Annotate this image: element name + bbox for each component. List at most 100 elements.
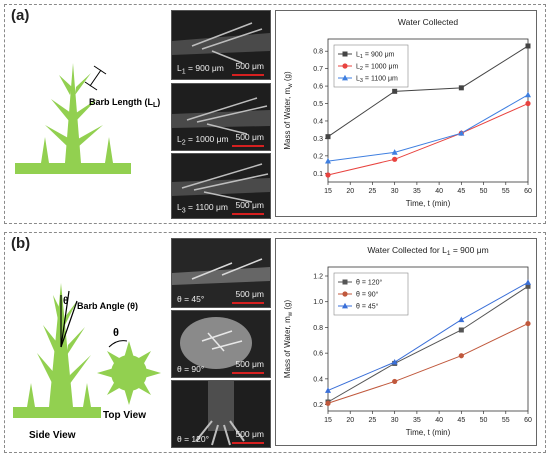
barb-angle-diagram: θ Barb Angle (θ) θ Side View Top View — [13, 283, 161, 441]
barb — [67, 327, 85, 355]
plant-stem — [65, 63, 81, 163]
y-tick-label: 0.2 — [313, 153, 323, 160]
theta-symbol: θ — [63, 296, 68, 307]
chart-title: Water Collected — [398, 17, 458, 27]
image-label: θ = 90° — [177, 364, 205, 374]
x-tick-label: 25 — [369, 188, 377, 195]
legend-marker — [342, 279, 348, 285]
panel-label: (b) — [11, 235, 31, 252]
legend-marker — [342, 74, 348, 81]
x-tick-label: 55 — [502, 417, 510, 424]
data-point — [525, 279, 531, 285]
plant-base — [15, 163, 131, 174]
data-point — [525, 43, 531, 49]
scale-bar — [232, 145, 264, 147]
y-tick-label: 0.1 — [313, 171, 323, 178]
x-axis-label: Time, t (min) — [406, 428, 451, 437]
image-label: θ = 120° — [177, 434, 209, 444]
series-line — [327, 281, 529, 391]
scale-bar-label: 500 μm — [235, 429, 264, 439]
image-label: θ = 45° — [177, 294, 205, 304]
barb — [59, 75, 72, 95]
sem-image-120: θ = 120° 500 μm — [171, 380, 271, 448]
barb — [45, 125, 70, 147]
y-axis-label: Mass of Water, mw (g) — [283, 300, 294, 379]
dimension-line — [84, 81, 98, 91]
plant-base — [13, 407, 101, 418]
series-line — [327, 103, 529, 176]
scale-bar-label: 500 μm — [235, 289, 264, 299]
data-point — [458, 129, 465, 136]
side-shoot — [41, 137, 49, 163]
barb — [75, 73, 91, 95]
x-tick-label: 40 — [435, 188, 443, 195]
x-tick-label: 15 — [324, 417, 332, 424]
x-tick-label: 40 — [435, 417, 443, 424]
sem-image-l1: L1 = 900 μm 500 μm — [171, 10, 271, 80]
data-point — [325, 134, 331, 140]
x-tick-label: 30 — [391, 188, 399, 195]
chart-water-collected-l1: Water Collected for L1 = 900 μm 15 20 25 30 3… — [283, 245, 532, 437]
y-tick-label: 1.2 — [313, 274, 323, 281]
sem-image-l3: L3 = 1100 μm 500 μm — [171, 153, 271, 219]
series-line — [327, 285, 529, 403]
y-tick-label: 1.0 — [313, 299, 323, 306]
legend-label: θ = 45° — [356, 303, 379, 311]
dimension-line — [89, 69, 102, 87]
side-shoot — [27, 383, 35, 407]
y-tick-label: 0.8 — [313, 49, 323, 56]
x-tick-label: 35 — [413, 188, 421, 195]
chart-water-collected: Water Collected 15 20 25 30 35 40 45 50 55 60 0.1 0.… — [283, 17, 532, 208]
data-point — [391, 358, 398, 365]
barb — [43, 325, 59, 355]
data-point — [325, 400, 331, 406]
legend-marker — [342, 63, 348, 69]
angle-arc — [108, 340, 128, 348]
sem-image-45: θ = 45° 500 μm — [171, 238, 271, 308]
side-view-label: Side View — [29, 430, 76, 441]
data-point — [392, 378, 398, 385]
legend-label: L1 = 900 μm — [356, 52, 395, 61]
y-tick-label: 0.4 — [313, 376, 323, 383]
x-tick-label: 25 — [369, 417, 377, 424]
x-tick-label: 60 — [524, 417, 532, 424]
series-line — [327, 323, 529, 404]
sem-image-90: θ = 90° 500 μm — [171, 310, 271, 378]
data-point — [525, 91, 531, 98]
x-tick-label: 15 — [324, 188, 332, 195]
theta-symbol: θ — [113, 327, 119, 339]
barb-angle-label: Barb Angle (θ) — [77, 301, 138, 311]
angle-line — [60, 290, 70, 348]
side-shoot — [105, 137, 113, 163]
x-tick-label: 20 — [346, 188, 354, 195]
y-tick-label: 0.6 — [313, 84, 323, 91]
barb — [64, 301, 77, 327]
scale-bar — [232, 302, 264, 304]
data-point — [525, 320, 531, 327]
dimension-line — [93, 65, 107, 75]
y-tick-label: 0.6 — [313, 351, 323, 358]
data-point — [525, 100, 531, 107]
data-point — [458, 316, 465, 323]
barb — [76, 99, 97, 121]
series-line — [327, 45, 529, 138]
y-axis-label: Mass of Water, mw (g) — [283, 71, 294, 150]
barb-length-label: Barb Length (LL) — [89, 97, 160, 109]
data-point — [325, 387, 331, 393]
chart-b-frame: Water Collected for L1 = 900 μm 15 20 25 30 3… — [275, 238, 537, 446]
x-tick-label: 45 — [457, 417, 465, 424]
data-point — [392, 88, 398, 94]
scale-bar — [232, 442, 264, 444]
legend-label: L2 = 1000 μm — [356, 64, 398, 73]
plot-area — [327, 266, 529, 412]
top-view-star — [97, 341, 161, 405]
data-point — [458, 327, 464, 333]
data-point — [325, 172, 331, 178]
x-tick-label: 35 — [413, 417, 421, 424]
legend-marker — [342, 51, 348, 57]
top-view-label: Top View — [103, 410, 146, 421]
y-tick-label: 0.4 — [313, 118, 323, 125]
x-tick-label: 50 — [480, 188, 488, 195]
panel-a: (a) Barb Length (LL) L1 = 900 μm 500 μm — [4, 4, 546, 224]
scale-bar-label: 500 μm — [235, 200, 264, 210]
